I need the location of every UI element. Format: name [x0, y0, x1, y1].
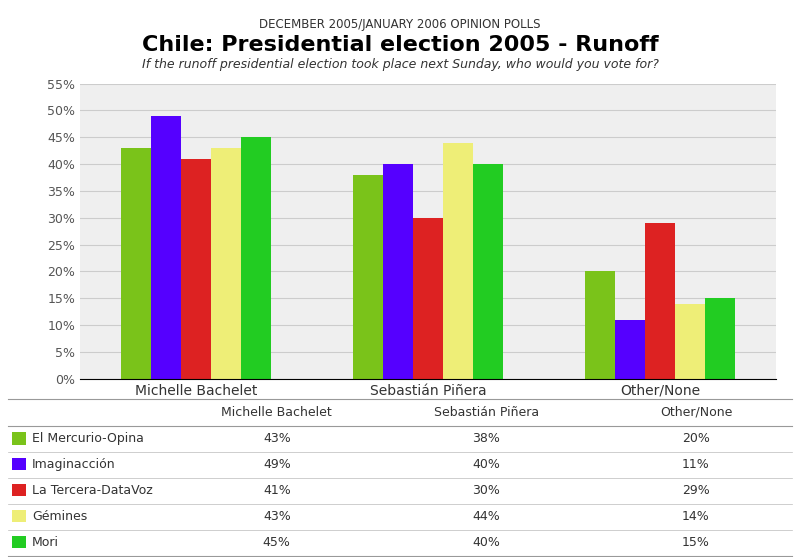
- Text: 11%: 11%: [682, 458, 710, 471]
- Text: 41%: 41%: [263, 484, 290, 497]
- Text: Sebastián Piñera: Sebastián Piñera: [434, 406, 539, 419]
- Bar: [645, 223, 675, 379]
- Bar: [12, 510, 26, 522]
- Bar: [12, 458, 26, 471]
- Bar: [150, 116, 181, 379]
- Bar: [675, 304, 706, 379]
- Text: El Mercurio-Opina: El Mercurio-Opina: [32, 432, 144, 445]
- Text: 29%: 29%: [682, 484, 710, 497]
- Text: Other/None: Other/None: [660, 406, 732, 419]
- Text: Michelle Bachelet: Michelle Bachelet: [222, 406, 332, 419]
- Bar: [706, 298, 735, 379]
- Text: La Tercera-DataVoz: La Tercera-DataVoz: [32, 484, 153, 497]
- Bar: [474, 164, 503, 379]
- Bar: [443, 143, 474, 379]
- Bar: [121, 148, 150, 379]
- Bar: [12, 432, 26, 444]
- Text: 43%: 43%: [263, 510, 290, 523]
- Text: DECEMBER 2005/JANUARY 2006 OPINION POLLS: DECEMBER 2005/JANUARY 2006 OPINION POLLS: [259, 18, 541, 31]
- Text: 45%: 45%: [263, 536, 290, 549]
- Text: Imaginacción: Imaginacción: [32, 458, 116, 471]
- Bar: [181, 159, 211, 379]
- Bar: [382, 164, 413, 379]
- Text: Gémines: Gémines: [32, 510, 87, 523]
- Text: 38%: 38%: [473, 432, 500, 445]
- Bar: [211, 148, 242, 379]
- Text: Chile: Presidential election 2005 - Runoff: Chile: Presidential election 2005 - Runo…: [142, 35, 658, 55]
- Text: 40%: 40%: [473, 536, 500, 549]
- Text: 20%: 20%: [682, 432, 710, 445]
- Text: 15%: 15%: [682, 536, 710, 549]
- Bar: [585, 271, 614, 379]
- Text: 44%: 44%: [473, 510, 500, 523]
- Bar: [12, 484, 26, 496]
- Bar: [413, 218, 443, 379]
- Text: 43%: 43%: [263, 432, 290, 445]
- Text: 30%: 30%: [473, 484, 500, 497]
- Bar: [12, 536, 26, 549]
- Text: Mori: Mori: [32, 536, 59, 549]
- Text: 40%: 40%: [473, 458, 500, 471]
- Bar: [353, 175, 382, 379]
- Text: 14%: 14%: [682, 510, 710, 523]
- Bar: [242, 137, 271, 379]
- Text: If the runoff presidential election took place next Sunday, who would you vote f: If the runoff presidential election took…: [142, 58, 658, 71]
- Text: 49%: 49%: [263, 458, 290, 471]
- Bar: [614, 320, 645, 379]
